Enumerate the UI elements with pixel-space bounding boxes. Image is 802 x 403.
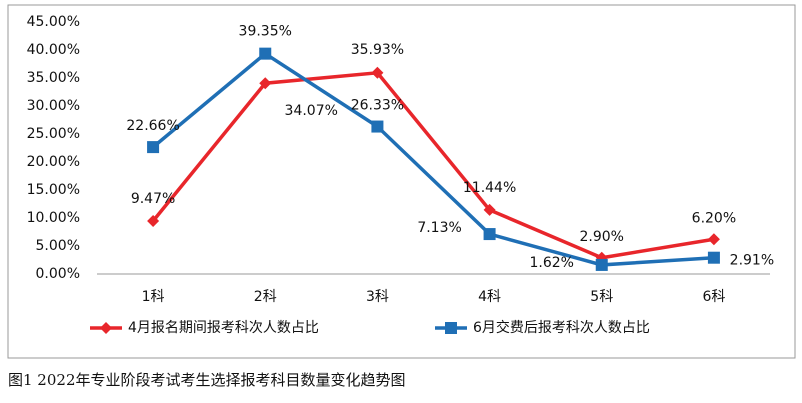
point [483, 228, 496, 241]
legend-label: 4月报名期间报考科次人数占比 [128, 320, 319, 336]
value-label: 6.20% [692, 210, 736, 226]
value-label: 7.13% [417, 220, 461, 236]
point [100, 322, 112, 334]
y-tick-label: 15.00% [27, 182, 80, 198]
value-label: 26.33% [351, 98, 404, 114]
x-tick-label: 6科 [702, 289, 725, 305]
point [445, 322, 457, 334]
y-tick-label: 25.00% [27, 126, 80, 142]
point [147, 141, 160, 154]
point [707, 233, 720, 246]
y-tick-label: 20.00% [27, 154, 80, 170]
point [259, 47, 272, 60]
x-tick-label: 5科 [590, 289, 613, 305]
value-label: 11.44% [463, 180, 516, 196]
point [707, 251, 720, 264]
x-tick-label: 3科 [366, 289, 389, 305]
legend-label: 6月交费后报考科次人数占比 [473, 319, 650, 336]
y-tick-label: 40.00% [27, 42, 80, 58]
y-tick-label: 10.00% [27, 210, 80, 226]
value-label: 34.07% [285, 103, 338, 119]
x-tick-label: 1科 [142, 289, 165, 305]
point [371, 66, 384, 79]
caption: 图1 2022年专业阶段考试考生选择报考科目数量变化趋势图 [8, 371, 406, 389]
chart-frame [7, 4, 796, 359]
x-tick-label: 2科 [254, 289, 277, 305]
value-label: 2.90% [580, 229, 624, 245]
y-tick-label: 5.00% [36, 238, 80, 254]
y-tick-label: 45.00% [27, 14, 80, 30]
value-label: 39.35% [239, 24, 292, 40]
point [259, 77, 272, 90]
point [147, 214, 160, 227]
y-tick-label: 0.00% [36, 266, 80, 282]
value-label: 1.62% [530, 255, 574, 271]
value-label: 35.93% [351, 42, 404, 58]
series-line [151, 70, 715, 260]
value-label: 22.66% [126, 118, 179, 134]
value-label: 2.91% [730, 253, 774, 269]
y-tick-label: 35.00% [27, 70, 80, 86]
series-line [151, 51, 715, 267]
x-tick-label: 4科 [478, 289, 501, 305]
point [483, 203, 496, 216]
point [595, 258, 608, 271]
y-tick-label: 30.00% [27, 98, 80, 114]
point [371, 120, 384, 133]
value-label: 9.47% [131, 191, 175, 207]
